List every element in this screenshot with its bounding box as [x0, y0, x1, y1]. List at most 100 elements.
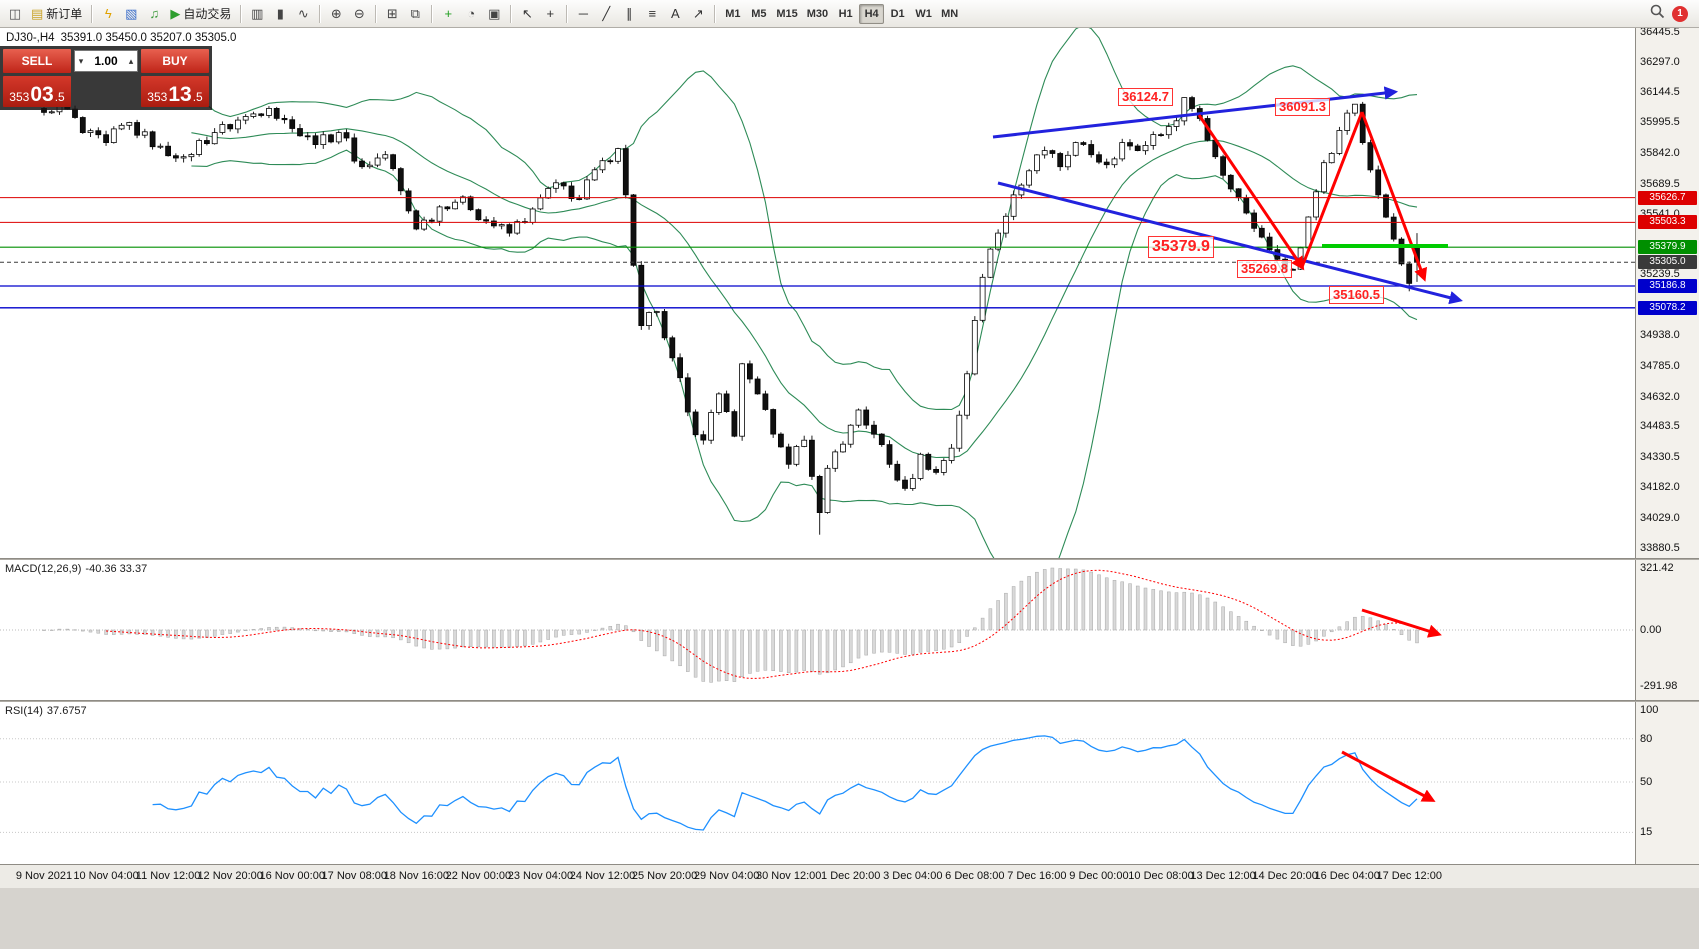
- candle-chart-icon[interactable]: ▮: [269, 3, 291, 25]
- candlestick-chart[interactable]: [0, 28, 1635, 558]
- panel-separator[interactable]: [0, 558, 1699, 560]
- price-tick: 34785.0: [1640, 359, 1680, 372]
- time-axis[interactable]: 9 Nov 2021 10 Nov 04:00 11 Nov 12:00 12 Nov…: [0, 864, 1699, 888]
- zoom-out-icon: ⊖: [353, 6, 365, 21]
- panel-separator[interactable]: [0, 700, 1699, 702]
- price-annotation[interactable]: 36124.7: [1118, 88, 1173, 107]
- line-chart-icon: ∿: [297, 6, 309, 21]
- market-watch-icon[interactable]: ▧: [120, 3, 142, 25]
- sound-icon[interactable]: ♫: [143, 3, 165, 25]
- volume-decrease-button[interactable]: ▾: [78, 55, 84, 66]
- rsi-panel[interactable]: RSI(14) 37.6757: [0, 702, 1635, 864]
- rsi-axis: 100 80 50 15: [1635, 702, 1699, 864]
- trendline-tool-icon[interactable]: ╱: [595, 3, 617, 25]
- timeframe-m1-button[interactable]: M1: [725, 7, 741, 20]
- price-tag: 35305.0: [1638, 255, 1697, 270]
- chart-ohlc-values: 35391.0 35450.0 35207.0 35305.0: [60, 32, 237, 44]
- hline-tool-icon: ─: [578, 6, 588, 21]
- price-annotation[interactable]: 35379.9: [1148, 236, 1214, 258]
- line-chart-icon[interactable]: ∿: [292, 3, 314, 25]
- search-icon[interactable]: [1650, 4, 1665, 24]
- chart-window-icon[interactable]: ◫: [4, 3, 26, 25]
- rsi-axis-label: 50: [1640, 776, 1653, 788]
- time-label: 9 Dec 00:00: [1069, 870, 1129, 882]
- macd-chart: [0, 567, 1635, 683]
- time-label: 13 Dec 12:00: [1190, 870, 1256, 882]
- volume-input[interactable]: [88, 54, 124, 68]
- autotrading-button-label: 自动交易: [183, 7, 232, 21]
- toolbar-separator: [566, 4, 568, 23]
- time-label: 7 Dec 16:00: [1007, 870, 1067, 882]
- timeframe-m30-button[interactable]: M30: [806, 7, 829, 20]
- price-annotation[interactable]: 35160.5: [1329, 286, 1384, 305]
- price-tick: 34182.0: [1640, 481, 1680, 494]
- hline-tool-icon[interactable]: ─: [572, 3, 594, 25]
- timeframe-h1-button[interactable]: H1: [838, 7, 853, 20]
- macd-axis-label: 321.42: [1640, 562, 1674, 574]
- toolbar-separator: [319, 4, 321, 23]
- cursor-icon[interactable]: ↖: [516, 3, 538, 25]
- sell-button[interactable]: SELL: [3, 49, 71, 73]
- indicators-icon[interactable]: +: [437, 3, 459, 25]
- toolbar-separator: [510, 4, 512, 23]
- time-label: 14 Dec 20:00: [1252, 870, 1318, 882]
- price-tick: 34938.0: [1640, 329, 1680, 342]
- new-order-button-label: 新订单: [46, 7, 83, 21]
- channel-tool-icon[interactable]: ∥: [618, 3, 640, 25]
- templates-icon[interactable]: ▣: [483, 3, 505, 25]
- tile-windows-icon[interactable]: ⊞: [381, 3, 403, 25]
- price-tick: 36297.0: [1640, 55, 1680, 68]
- price-annotation[interactable]: 35269.8: [1237, 260, 1292, 279]
- text-tool-icon: A: [670, 6, 680, 21]
- timeframe-m5-button[interactable]: M5: [751, 7, 767, 20]
- price-tick: 33880.5: [1640, 541, 1680, 554]
- new-order-button[interactable]: ▤ 新订单: [27, 3, 86, 25]
- tile-windows-icon: ⊞: [386, 6, 398, 21]
- fibonacci-tool-icon[interactable]: ≡: [641, 3, 663, 25]
- time-label: 23 Nov 04:00: [507, 870, 574, 882]
- timeframe-d1-button[interactable]: D1: [890, 7, 905, 20]
- macd-panel[interactable]: MACD(12,26,9) -40.36 33.37: [0, 560, 1635, 700]
- toolbar-separator: [375, 4, 377, 23]
- timeframe-h4-button[interactable]: H4: [859, 3, 885, 24]
- price-annotation[interactable]: 36091.3: [1275, 98, 1330, 117]
- time-label: 30 Nov 12:00: [755, 870, 822, 882]
- autotrading-button[interactable]: ▶ 自动交易: [166, 3, 235, 25]
- price-tag: 35626.7: [1638, 190, 1697, 205]
- crosshair-icon[interactable]: +: [539, 3, 561, 25]
- bar-chart-icon[interactable]: ▥: [246, 3, 268, 25]
- trade-panel-gap: [74, 76, 138, 107]
- zoom-in-icon[interactable]: ⊕: [325, 3, 347, 25]
- lightning-icon[interactable]: ϟ: [97, 3, 119, 25]
- volume-increase-button[interactable]: ▴: [128, 55, 134, 66]
- time-label: 10 Dec 08:00: [1128, 870, 1194, 882]
- cascade-windows-icon[interactable]: ⧉: [404, 3, 426, 25]
- bottom-empty-area: [0, 888, 1699, 949]
- volume-box: ▾▴: [74, 50, 138, 72]
- toolbar-separator: [431, 4, 433, 23]
- periods-icon[interactable]: ◔: [460, 3, 482, 25]
- chart-title: DJ30-,H4 35391.0 35450.0 35207.0 35305.0: [6, 32, 242, 44]
- timeframe-w1-button[interactable]: W1: [915, 7, 932, 20]
- buy-price-button[interactable]: 353 13.5: [141, 76, 209, 107]
- timeframe-mn-button[interactable]: MN: [941, 7, 959, 20]
- notification-badge[interactable]: 1: [1672, 5, 1688, 22]
- timeframe-m15-button[interactable]: M15: [776, 7, 798, 20]
- rsi-label: RSI(14) 37.6757: [5, 705, 87, 717]
- chart-symbol-title: DJ30-,H4: [6, 32, 55, 44]
- arrows-tool-icon[interactable]: ↗: [687, 3, 709, 25]
- fibonacci-tool-icon: ≡: [648, 6, 657, 21]
- buy-button[interactable]: BUY: [141, 49, 209, 73]
- rsi-axis-label: 80: [1640, 732, 1653, 745]
- price-tick: 35995.5: [1640, 116, 1680, 129]
- time-label: 17 Nov 08:00: [321, 870, 387, 882]
- price-tag: 35186.8: [1638, 279, 1697, 293]
- zoom-out-icon[interactable]: ⊖: [348, 3, 370, 25]
- text-tool-icon[interactable]: A: [664, 3, 686, 25]
- sell-price-button[interactable]: 353 03.5: [3, 76, 71, 107]
- main-chart-panel[interactable]: DJ30-,H4 35391.0 35450.0 35207.0 35305.0 …: [0, 28, 1635, 558]
- time-label: 22 Nov 00:00: [445, 870, 512, 882]
- price-axis[interactable]: 36445.5 36297.0 36144.5 35995.5 35842.0 35689…: [1635, 26, 1699, 558]
- time-label: 12 Nov 20:00: [197, 870, 263, 882]
